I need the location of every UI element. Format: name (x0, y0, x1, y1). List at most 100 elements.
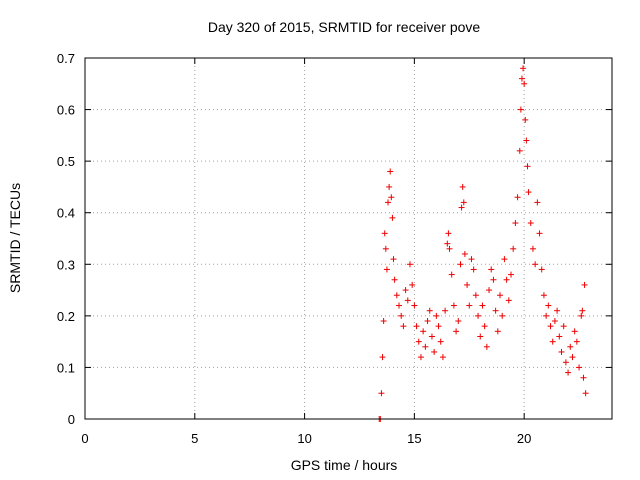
data-point (521, 80, 528, 87)
data-point (517, 106, 524, 113)
data-point (516, 147, 523, 154)
y-tick-label: 0 (68, 412, 75, 427)
data-point (547, 323, 554, 330)
data-point (483, 343, 490, 350)
data-point (549, 338, 556, 345)
data-point (390, 256, 397, 263)
data-point (536, 230, 543, 237)
data-point (380, 318, 387, 325)
y-tick-label: 0.7 (57, 51, 75, 66)
data-point (389, 214, 396, 221)
data-point (523, 137, 530, 144)
data-point (497, 292, 504, 299)
data-point (444, 240, 451, 247)
data-point (466, 302, 473, 309)
data-point (385, 199, 392, 206)
data-point (576, 364, 583, 371)
data-point (479, 302, 486, 309)
data-point (442, 307, 449, 314)
data-point (567, 343, 574, 350)
x-axis-title: GPS time / hours (291, 457, 398, 473)
data-point (529, 245, 536, 252)
data-point (458, 204, 465, 211)
y-axis-title: SRMTID / TECUs (7, 183, 23, 293)
data-point (470, 266, 477, 273)
data-point (428, 333, 435, 340)
data-point (406, 261, 413, 268)
data-point (431, 348, 438, 355)
data-point (381, 230, 388, 237)
x-tick-label: 15 (407, 431, 421, 446)
data-point (490, 276, 497, 283)
data-point (477, 333, 484, 340)
data-point (538, 266, 545, 273)
data-point (404, 297, 411, 304)
data-point (505, 297, 512, 304)
data-point (391, 276, 398, 283)
data-points (376, 65, 589, 422)
chart-title: Day 320 of 2015, SRMTID for receiver pov… (208, 19, 481, 35)
x-tick-label: 10 (297, 431, 311, 446)
data-point (560, 323, 567, 330)
data-point (383, 266, 390, 273)
data-point (580, 374, 587, 381)
data-point (387, 168, 394, 175)
data-point (411, 302, 418, 309)
data-point (433, 312, 440, 319)
data-point (415, 338, 422, 345)
data-point (398, 312, 405, 319)
data-point (569, 354, 576, 361)
data-point (510, 245, 517, 252)
data-point (396, 302, 403, 309)
data-point (507, 271, 514, 278)
y-tick-label: 0.1 (57, 360, 75, 375)
data-point (450, 302, 457, 309)
data-point (386, 183, 393, 190)
data-point (417, 354, 424, 361)
data-point (543, 312, 550, 319)
data-point (439, 354, 446, 361)
data-point (558, 348, 565, 355)
y-tick-label: 0.3 (57, 257, 75, 272)
data-point (461, 250, 468, 257)
data-point (409, 281, 416, 288)
data-point (524, 163, 531, 170)
data-point (455, 318, 462, 325)
data-point (382, 245, 389, 252)
data-point (525, 189, 532, 196)
data-point (503, 276, 510, 283)
data-point (494, 328, 501, 335)
data-point (460, 199, 467, 206)
y-tick-label: 0.2 (57, 309, 75, 324)
data-point (486, 287, 493, 294)
data-point (446, 245, 453, 252)
data-point (472, 292, 479, 299)
grid-lines (85, 58, 612, 419)
data-point (437, 338, 444, 345)
data-point (464, 281, 471, 288)
data-point (578, 312, 585, 319)
data-point (518, 75, 525, 82)
data-point (459, 183, 466, 190)
data-point (545, 302, 552, 309)
axis-ticks (84, 57, 612, 420)
data-point (520, 65, 527, 72)
data-point (453, 328, 460, 335)
data-point (522, 116, 529, 123)
data-point (562, 359, 569, 366)
data-point (488, 266, 495, 273)
data-point (501, 256, 508, 263)
x-axis-tick-labels: 0 5 10 15 20 (81, 431, 531, 446)
data-point (468, 256, 475, 263)
data-point (573, 338, 580, 345)
data-point (554, 307, 561, 314)
data-point (445, 230, 452, 237)
x-tick-label: 0 (81, 431, 88, 446)
data-point (388, 194, 395, 201)
data-point (393, 292, 400, 299)
data-point (400, 323, 407, 330)
data-point (402, 287, 409, 294)
data-point (514, 194, 521, 201)
data-point (422, 343, 429, 350)
